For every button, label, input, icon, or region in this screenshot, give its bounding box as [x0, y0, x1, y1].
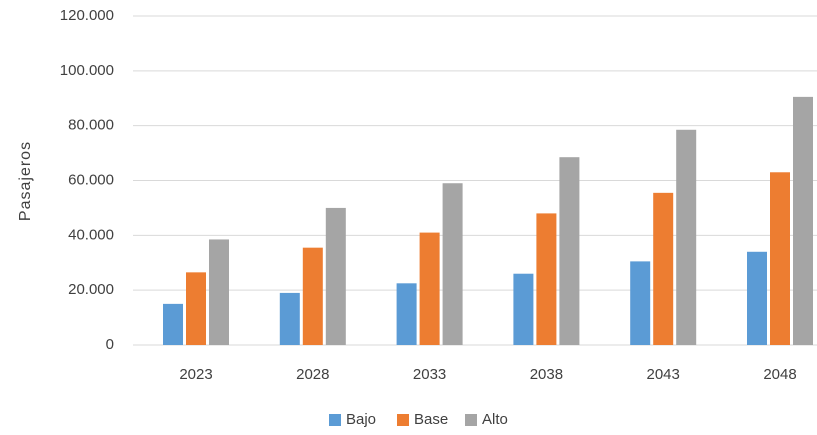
bar-base-2023 — [186, 272, 206, 345]
legend: Bajo Base Alto — [329, 411, 508, 428]
x-tick-label: 2048 — [763, 366, 796, 383]
bar-base-2043 — [653, 192, 674, 345]
gridlines — [133, 15, 817, 346]
bars — [163, 96, 813, 345]
bar-alto-2028 — [325, 207, 346, 345]
x-tick-label: 2023 — [179, 366, 212, 383]
x-tick-label: 2033 — [413, 366, 446, 383]
y-axis-tick-labels: 0 20.000 40.000 60.000 80.000 100.000 120.000 — [60, 7, 114, 353]
bar-bajo-2038 — [513, 273, 534, 345]
bar-alto-2038 — [559, 157, 580, 345]
y-axis-title: Pasajeros — [17, 141, 34, 221]
bar-alto-2033 — [442, 183, 463, 345]
y-tick-label: 80.000 — [68, 117, 114, 134]
y-tick-label: 100.000 — [60, 62, 114, 79]
y-tick-label: 0 — [106, 336, 114, 353]
bar-base-2038 — [536, 213, 557, 345]
bar-base-2048 — [770, 172, 790, 345]
x-tick-label: 2038 — [530, 366, 563, 383]
legend-swatch-base — [397, 414, 409, 426]
bar-bajo-2048 — [747, 251, 767, 345]
x-axis-tick-labels: 2023 2028 2033 2038 2043 2048 — [179, 366, 796, 383]
bar-bajo-2033 — [396, 283, 417, 345]
bar-alto-2048 — [793, 96, 813, 345]
legend-swatch-bajo — [329, 414, 341, 426]
legend-label-bajo: Bajo — [346, 411, 376, 428]
legend-label-alto: Alto — [482, 411, 508, 428]
x-tick-label: 2043 — [647, 366, 680, 383]
bar-base-2033 — [419, 232, 440, 345]
bar-alto-2043 — [676, 129, 697, 345]
legend-label-base: Base — [414, 411, 448, 428]
y-tick-label: 40.000 — [68, 226, 114, 243]
bar-bajo-2028 — [279, 292, 300, 345]
bar-bajo-2023 — [163, 303, 183, 345]
y-tick-label: 20.000 — [68, 281, 114, 298]
legend-swatch-alto — [465, 414, 477, 426]
bar-bajo-2043 — [630, 261, 651, 345]
y-tick-label: 60.000 — [68, 171, 114, 188]
bar-alto-2023 — [209, 239, 229, 345]
y-tick-label: 120.000 — [60, 7, 114, 24]
bar-base-2028 — [302, 247, 323, 345]
x-tick-label: 2028 — [296, 366, 329, 383]
